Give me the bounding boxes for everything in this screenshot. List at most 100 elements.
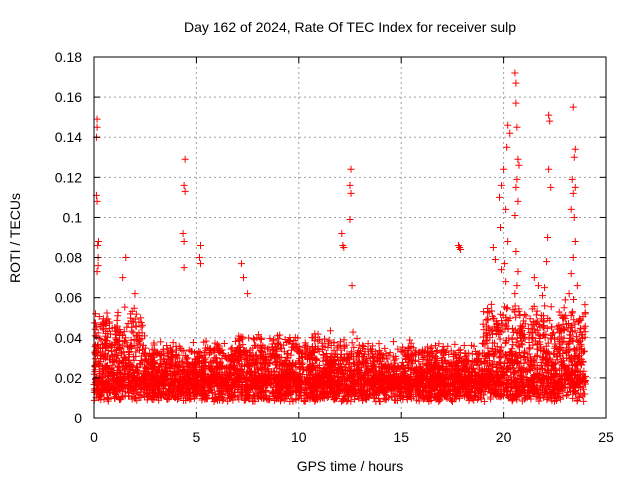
data-point [254,331,262,339]
data-point [489,312,497,320]
data-point [492,387,500,395]
data-point [491,345,499,353]
data-point [181,376,189,384]
data-point [541,366,549,374]
data-point [270,337,278,345]
data-point [187,395,195,403]
data-point [518,323,526,331]
data-point [569,308,577,316]
data-point [350,343,358,351]
data-point [570,316,578,324]
data-point [398,358,406,366]
data-point [302,341,310,349]
data-point [469,375,477,383]
data-point [173,376,181,384]
data-point [172,352,180,360]
data-point [500,303,508,311]
data-point [281,356,289,364]
data-point [216,359,224,367]
data-point [487,393,495,401]
data-point [150,359,158,367]
data-point [356,347,364,355]
data-point [486,368,494,376]
data-point [267,378,275,386]
data-point [315,364,323,372]
data-point [195,379,203,387]
data-point [254,370,262,378]
data-point [140,349,148,357]
data-point [132,310,140,318]
data-point [522,312,530,320]
data-point [472,378,480,386]
data-point [391,381,399,389]
data-point [111,334,119,342]
data-point [504,386,512,394]
data-point [232,337,240,345]
data-point [121,360,129,368]
data-point [451,382,459,390]
data-point [383,355,391,363]
data-point [467,371,475,379]
data-point [370,362,378,370]
data-point [312,377,320,385]
data-point [477,395,485,403]
data-point [169,339,177,347]
data-point [565,339,573,347]
data-point [200,383,208,391]
data-point [251,376,259,384]
data-point [215,349,223,357]
data-point [447,396,455,404]
data-point [240,347,248,355]
data-point [487,300,495,308]
data-point [529,365,537,373]
data-point [509,356,517,364]
data-point [250,368,258,376]
data-point [571,360,579,368]
data-point [364,365,372,373]
data-point [271,352,279,360]
data-point [163,341,171,349]
data-point [104,397,112,405]
data-point [114,343,122,351]
data-point [473,350,481,358]
data-point [315,347,323,355]
data-point [535,331,543,339]
data-point [301,350,309,358]
chart-title: Day 162 of 2024, Rate Of TEC Index for r… [184,19,516,35]
data-point [562,370,570,378]
data-point [530,302,538,310]
data-point [97,336,105,344]
data-point [264,345,272,353]
data-point [266,334,274,342]
data-point [533,345,541,353]
data-point [363,388,371,396]
data-point [330,378,338,386]
data-point [303,386,310,394]
data-point [295,342,303,350]
data-point [369,342,377,350]
data-point [275,382,283,390]
data-point [496,328,504,336]
data-point [563,366,571,374]
data-point [147,376,155,384]
data-point [346,359,354,367]
data-point [126,384,134,392]
data-point [576,328,584,336]
data-point [403,393,411,401]
data-point [237,365,245,373]
data-point [468,350,476,358]
data-point [100,320,108,328]
data-point [280,396,288,404]
data-point [529,384,537,392]
data-point [354,360,362,368]
data-point [563,391,571,399]
data-point [533,307,541,315]
data-point [144,382,152,390]
data-point [409,344,417,352]
data-point [131,379,139,387]
data-point [367,375,375,383]
data-point [209,359,217,367]
data-point [325,338,333,346]
data-point [309,362,317,370]
data-point [170,375,178,383]
